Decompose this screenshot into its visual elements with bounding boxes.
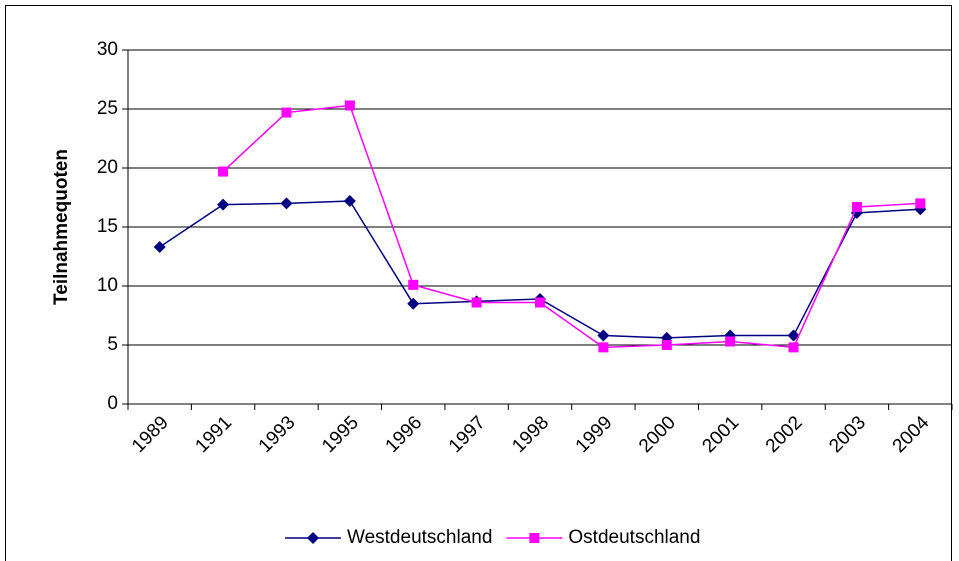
marker: [344, 100, 355, 111]
marker: [915, 198, 926, 209]
y-tick-label: 20: [97, 157, 118, 178]
marker: [407, 297, 420, 310]
x-tick-label: 2001: [698, 412, 743, 457]
marker: [535, 297, 545, 308]
marker: [788, 342, 799, 353]
marker: [597, 329, 610, 342]
x-tick-label: 1995: [318, 412, 363, 457]
marker: [661, 340, 672, 350]
y-tick-label: 5: [107, 334, 118, 355]
x-tick-label: 1998: [508, 412, 553, 457]
marker: [598, 342, 609, 353]
marker: [787, 329, 800, 342]
marker: [529, 533, 540, 543]
marker: [725, 336, 736, 347]
series-line: [159, 200, 921, 339]
x-tick-label: 2003: [825, 412, 870, 457]
marker: [343, 195, 356, 208]
series-line: [222, 104, 921, 349]
x-tick-label: 1997: [445, 412, 490, 457]
x-tick-label: 1989: [128, 412, 173, 457]
legend-label: Ostdeutschland: [568, 527, 700, 548]
x-tick-label: 1996: [382, 412, 427, 457]
marker: [218, 166, 229, 177]
x-tick-label: 2004: [889, 412, 934, 457]
y-tick-label: 10: [97, 275, 118, 296]
x-tick-label: 2000: [635, 412, 680, 457]
y-tick-label: 25: [97, 98, 118, 119]
x-tick-label: 1993: [255, 412, 300, 457]
y-tick-label: 0: [107, 393, 118, 414]
marker: [471, 297, 482, 308]
x-tick-label: 1991: [191, 412, 236, 457]
marker: [280, 197, 293, 210]
y-tick-label: 15: [97, 216, 118, 237]
marker: [307, 532, 319, 544]
y-axis-label: Teilnahmequoten: [51, 149, 72, 305]
chart-frame: [5, 5, 952, 561]
x-tick-label: 2002: [762, 412, 807, 457]
legend-label: Westdeutschland: [347, 527, 492, 548]
marker: [851, 201, 862, 212]
marker: [153, 241, 166, 254]
x-tick-label: 1999: [572, 412, 617, 457]
marker: [281, 107, 292, 118]
marker: [408, 279, 419, 290]
marker: [217, 198, 230, 211]
y-tick-label: 30: [97, 39, 118, 60]
